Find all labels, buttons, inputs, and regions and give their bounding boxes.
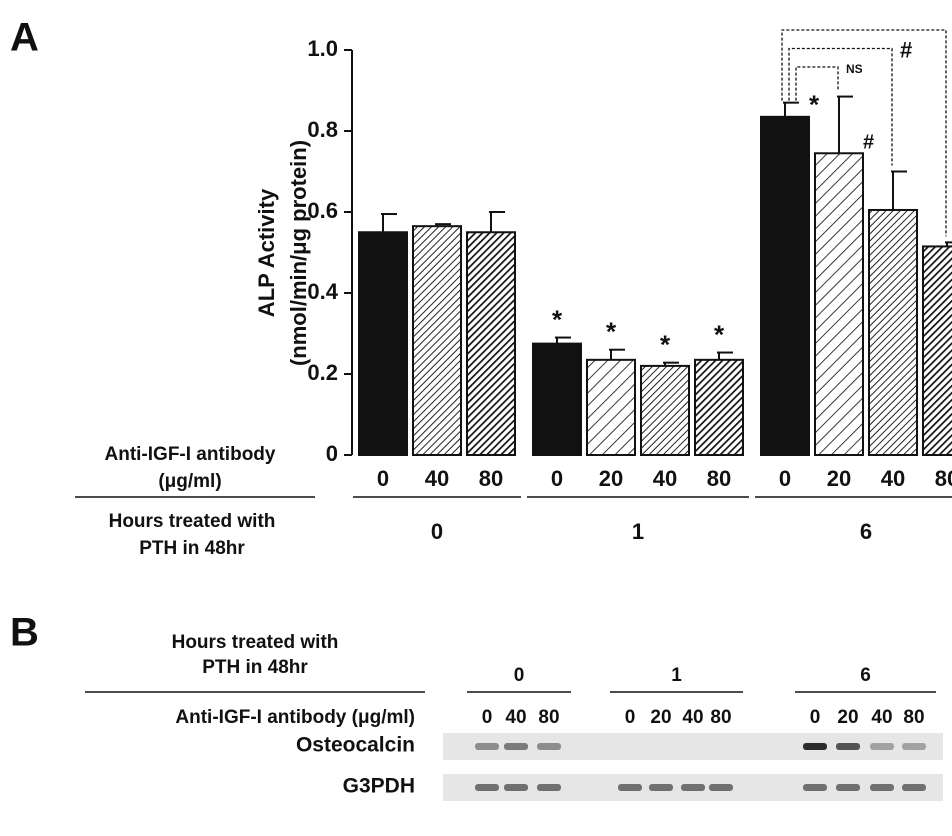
bar [641,366,689,455]
bar [761,117,809,455]
x-tick-label: 20 [599,466,623,491]
panel-label: B [10,611,39,655]
lane-label: 80 [903,707,924,728]
bar [869,210,917,455]
gel-band [902,743,926,750]
group-label: 0 [431,519,443,544]
x-tick-label: 20 [827,466,851,491]
gel-band [618,743,642,750]
gel-band [475,784,499,791]
bar [587,360,635,455]
row-label: Hours treated with [109,511,276,532]
figure: A B ALP Activity (nmol/min/μg protein) A… [0,0,952,831]
y-axis-label: (nmol/min/μg protein) [286,140,311,366]
gel-band [681,743,705,750]
gel-band [475,743,499,750]
y-tick-label: 0.4 [307,279,338,304]
y-tick-label: 0.6 [307,198,338,223]
y-tick-label: 1.0 [307,36,338,61]
y-tick-label: 0.8 [307,117,338,142]
gel-band [803,743,827,750]
group-label: 6 [860,519,872,544]
lane-label: 40 [871,707,892,728]
lane-label: 40 [682,707,703,728]
gel-band [709,784,733,791]
x-tick-label: 40 [425,466,449,491]
x-tick-label: 40 [653,466,677,491]
y-axis-label: ALP Activity [254,188,279,317]
bar [359,232,407,455]
row-label: PTH in 48hr [139,538,245,559]
gel-band [836,743,860,750]
bar [923,246,952,455]
lane-label: 0 [482,707,493,728]
bar [695,360,743,455]
y-tick-label: 0.2 [307,360,338,385]
lane-label: 0 [810,707,821,728]
x-tick-label: 80 [707,466,731,491]
x-tick-label: 80 [479,466,503,491]
group-label: 1 [671,665,682,686]
gel-band [902,784,926,791]
lane-label: 40 [505,707,526,728]
significance-mark: * [660,330,671,360]
page: A B ALP Activity (nmol/min/μg protein) A… [0,0,952,836]
significance-mark: * [809,90,820,120]
x-tick-label: 0 [551,466,563,491]
bar [533,344,581,455]
group-label: 6 [860,665,871,686]
row-label: (μg/ml) [158,471,221,492]
lane-label: 20 [837,707,858,728]
row-label: Anti-IGF-I antibody (μg/ml) [175,707,415,728]
gel-band [803,784,827,791]
comparison-label: NS [846,62,863,76]
gel-band [709,743,733,750]
gel-row-label: G3PDH [343,775,415,798]
row-label: PTH in 48hr [202,657,308,678]
bar [413,226,461,455]
significance-mark: # [863,132,874,154]
bar [467,232,515,455]
gel-band [649,784,673,791]
x-tick-label: 40 [881,466,905,491]
gel-band [618,784,642,791]
significance-mark: * [714,319,725,349]
x-tick-label: 0 [377,466,389,491]
gel-band [870,743,894,750]
significance-mark: * [552,304,563,334]
y-tick-label: 0 [326,441,338,466]
gel-band [537,743,561,750]
group-label: 1 [632,519,644,544]
gel-band [504,784,528,791]
gel-band [836,784,860,791]
gel-band [649,743,673,750]
panel-label: A [10,16,39,60]
lane-label: 80 [710,707,731,728]
gel-band [681,784,705,791]
comparison-label: # [900,37,912,62]
gel-band [537,784,561,791]
bar [815,153,863,455]
row-label: Hours treated with [172,632,339,653]
gel-row-label: Osteocalcin [296,734,415,757]
group-label: 0 [514,665,525,686]
x-tick-label: 80 [935,466,952,491]
x-tick-label: 0 [779,466,791,491]
row-label: Anti-IGF-I antibody [105,444,276,465]
lane-label: 80 [538,707,559,728]
lane-label: 20 [650,707,671,728]
significance-mark: * [606,317,617,347]
gel-band [504,743,528,750]
lane-label: 0 [625,707,636,728]
gel-band [870,784,894,791]
